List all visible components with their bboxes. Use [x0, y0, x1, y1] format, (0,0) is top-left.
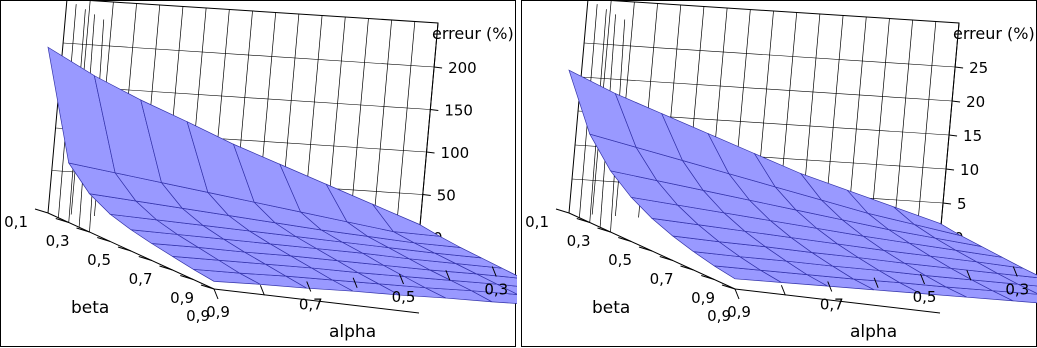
- z-axis-label: erreur (%): [953, 24, 1035, 43]
- beta-tick-label: 0,9: [691, 289, 715, 307]
- z-tick: [430, 110, 438, 111]
- z-tick-label: 15: [963, 127, 982, 145]
- alpha-axis-label: alpha: [329, 322, 376, 342]
- z-tick: [949, 135, 957, 136]
- back-wall-gridline: [917, 22, 936, 236]
- surface-chart-right: 0510152025erreur (%)0,10,30,50,70,90,90,…: [522, 1, 1037, 348]
- beta-tick-label: 0,7: [650, 270, 674, 288]
- z-gridline: [581, 77, 952, 101]
- beta-tick-label: 0,3: [46, 232, 70, 250]
- back-wall-gridline: [373, 20, 392, 234]
- z-tick: [943, 203, 951, 204]
- alpha-tick-label: 0,5: [392, 288, 416, 306]
- z-axis-line: [419, 23, 438, 237]
- alpha-axis-label: alpha: [850, 322, 897, 342]
- z-tick-label: 50: [437, 187, 456, 205]
- z-gridline: [584, 43, 955, 67]
- beta-tick-label: 0,5: [608, 251, 632, 269]
- beta-tick: [556, 209, 569, 213]
- alpha-tick: [260, 285, 264, 295]
- beta-tick-label: 0,7: [129, 270, 153, 288]
- chart-panel-left: 050100150200erreur (%)0,10,30,50,70,90,9…: [0, 0, 516, 347]
- alpha-tick-label: 0,7: [820, 296, 844, 314]
- z-tick: [946, 169, 954, 170]
- back-wall-gridline: [396, 22, 415, 236]
- beta-tick-label: 0,1: [525, 213, 549, 231]
- beta-axis-label: beta: [592, 298, 630, 318]
- z-tick: [434, 67, 442, 68]
- beta-tick-label-corner: 0,9: [186, 307, 210, 325]
- beta-tick-label: 0,3: [567, 232, 591, 250]
- beta-tick-label-corner: 0,9: [707, 307, 731, 325]
- alpha-tick: [781, 285, 785, 295]
- beta-axis-label: beta: [71, 298, 109, 318]
- back-wall-gridline: [894, 20, 913, 234]
- alpha-tick-label: 0,5: [913, 288, 937, 306]
- chart-panel-right: 0510152025erreur (%)0,10,30,50,70,90,90,…: [521, 0, 1037, 347]
- beta-tick-label: 0,1: [4, 213, 28, 231]
- z-tick: [952, 101, 960, 102]
- beta-tick-label: 0,9: [170, 289, 194, 307]
- z-tick-label: 5: [957, 195, 967, 213]
- z-tick: [427, 152, 435, 153]
- beta-tick-label: 0,5: [87, 251, 111, 269]
- z-tick-label: 150: [444, 102, 473, 120]
- z-gridline: [63, 43, 434, 67]
- z-tick-label: 20: [966, 93, 985, 111]
- z-tick-label: 25: [969, 59, 988, 77]
- beta-tick: [35, 209, 48, 213]
- alpha-tick-label: 0,7: [299, 296, 323, 314]
- alpha-tick-label: 0,3: [484, 281, 508, 299]
- alpha-tick: [214, 289, 218, 299]
- surface-chart-left: 050100150200erreur (%)0,10,30,50,70,90,9…: [1, 1, 517, 348]
- z-tick-label: 200: [448, 59, 477, 77]
- alpha-tick-label: 0,3: [1005, 281, 1029, 299]
- z-tick: [423, 195, 431, 196]
- z-tick-label: 100: [441, 144, 470, 162]
- alpha-tick: [735, 289, 739, 299]
- z-tick: [955, 67, 963, 68]
- z-axis-label: erreur (%): [432, 24, 514, 43]
- z-tick-label: 10: [960, 161, 979, 179]
